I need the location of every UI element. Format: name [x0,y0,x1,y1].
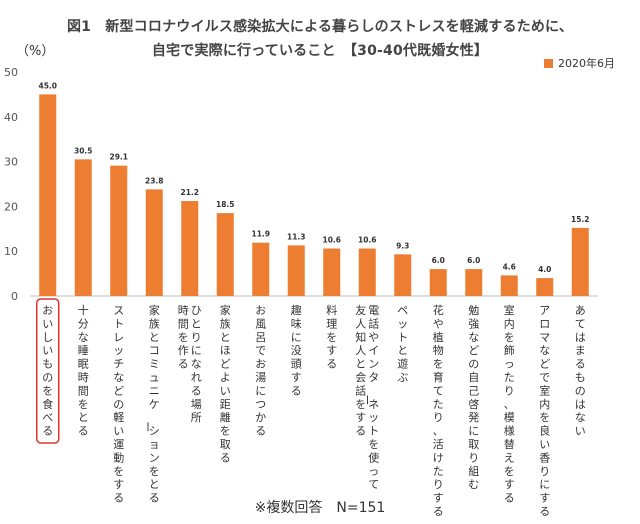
bar [358,248,376,296]
x-tick-label: 十分な睡眠時間をとる [78,303,89,438]
data-label: 4.0 [538,265,551,274]
bar [181,201,199,296]
data-label: 9.3 [396,241,409,250]
bar [323,248,341,296]
data-label: 11.3 [287,232,306,241]
y-tick-label: 50 [4,66,18,79]
x-tick-label: 家族とコミュニケーションをとる [141,303,160,505]
bar [500,275,518,296]
x-tick-label: 時間を作る [178,304,189,371]
data-label: 15.2 [571,215,590,224]
x-tick-label: 電話やインターネットを使って [360,304,379,491]
data-label: 6.0 [432,256,445,265]
footnote: ※複数回答 N=151 [254,500,386,516]
y-tick-label: 30 [4,156,18,169]
x-tick-label: 趣味に没頭する [291,303,302,397]
x-tick-label: アロマなどで室内を良い香りにする [539,304,550,518]
y-tick-label: 10 [4,245,18,258]
x-tick-label: 家族とほどよい距離を取る [220,303,231,464]
data-label: 21.2 [180,188,199,197]
bar [110,165,128,296]
legend-swatch [544,58,553,68]
bar [145,189,163,296]
x-tick-label: 室内を飾ったり、模様替えをする [504,303,515,505]
data-label: 23.8 [145,176,164,185]
bar [394,254,412,296]
x-tick-label: お風呂でお湯につかる [255,304,266,438]
highlight-box [36,298,60,444]
data-label: 29.1 [109,153,128,162]
data-label: 6.0 [467,256,480,265]
bar [252,242,270,296]
x-tick-label: おいしいものを食べる [42,304,53,438]
x-tick-label: ひとりになれる場所 [191,304,202,424]
x-tick-label: 料理をする [326,303,337,371]
bar [216,213,234,296]
x-tick-label: あてはまるものはない [575,304,586,438]
data-label: 11.9 [251,230,270,239]
y-tick-label: 20 [4,200,18,213]
data-label: 30.5 [74,146,93,155]
data-label: 18.5 [216,200,235,209]
bar [429,269,447,296]
data-label: 10.6 [322,236,341,245]
data-label: 45.0 [38,81,57,90]
bar [571,227,589,296]
y-axis-label: （%） [16,44,55,59]
legend: 2020年6月 [544,55,615,71]
bar [74,159,92,296]
y-tick-label: 0 [11,290,18,303]
x-tick-label: 友人知人と会話をする [355,303,366,438]
data-label: 10.6 [358,236,377,245]
x-tick-label: ストレッチなどの軽い運動をする [113,304,124,505]
data-label: 4.6 [503,262,516,271]
x-tick-label: ペットと遊ぶ [397,304,408,384]
x-tick-label: 花や植物を育てたり、活けたりする [433,304,444,518]
y-tick-label: 40 [4,111,18,124]
chart-title-line1: 図1 新型コロナウイルス感染拡大による暮らしのストレスを軽減するために、 [66,19,574,35]
bar [287,245,305,296]
legend-label: 2020年6月 [558,57,615,70]
bar [39,94,57,297]
x-tick-label: 勉強などの自己啓発に取り組む [468,303,479,491]
bar [465,269,483,296]
bar [536,278,554,296]
chart-title-line2: 自宅で実際に行っていること 【30-40代既婚女性】 [151,43,489,59]
